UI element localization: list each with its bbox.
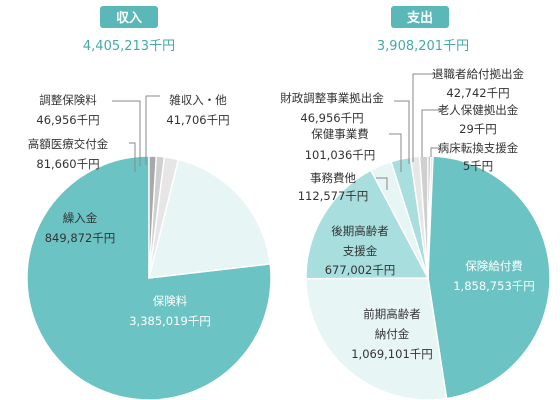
chart-1-slice-4-name: 保健事業費 bbox=[311, 127, 369, 141]
chart-0-leader-2 bbox=[129, 142, 136, 172]
chart-0-slice-3-name: 調整保険料 bbox=[39, 93, 97, 107]
chart-0-total: 4,405,213千円 bbox=[83, 39, 175, 54]
chart-1-slice-2-value: 677,002千円 bbox=[325, 263, 396, 277]
chart-1-slice-6-name: 退職者給付拠出金 bbox=[432, 67, 524, 81]
chart-1-slice-0-value: 1,858,753千円 bbox=[453, 279, 535, 293]
chart-1-slice-3-name: 事務費他 bbox=[310, 171, 356, 185]
chart-0-slice-0-name: 保険料 bbox=[153, 294, 188, 308]
chart-1-slice-2-name-line-0: 後期高齢者 bbox=[331, 224, 389, 238]
chart-1-leader-6 bbox=[412, 73, 441, 162]
chart-0-slice-4 bbox=[148, 155, 157, 279]
chart-1-slice-1-name-line-0: 前期高齢者 bbox=[363, 307, 421, 321]
chart-0-slice-1 bbox=[148, 158, 271, 279]
chart-1-leader-5 bbox=[394, 100, 410, 164]
chart-1-leader-7 bbox=[421, 109, 441, 157]
chart-1-leader-4 bbox=[389, 133, 402, 172]
chart-0-slice-2-name: 高額医療交付金 bbox=[28, 137, 109, 151]
chart-1-slice-1-name-line-1: 納付金 bbox=[375, 327, 410, 341]
chart-1-slice-7-value: 29千円 bbox=[459, 122, 497, 136]
chart-0-leader-4 bbox=[145, 95, 160, 165]
chart-0-title-badge bbox=[100, 6, 158, 28]
chart-1-slice-3-value: 112,577千円 bbox=[298, 189, 369, 203]
chart-0-slice-4-value: 41,706千円 bbox=[166, 113, 229, 127]
chart-1-slice-5-value: 46,956千円 bbox=[300, 111, 363, 125]
chart-1-slice-2-name-line-1: 支援金 bbox=[343, 244, 378, 258]
chart-0-leader-3 bbox=[112, 100, 141, 166]
chart-1-total: 3,908,201千円 bbox=[377, 39, 469, 54]
chart-1-slice-5-name: 財政調整事業拠出金 bbox=[280, 91, 384, 105]
chart-1-slice-0 bbox=[427, 155, 551, 400]
chart-0-slice-2-value: 81,660千円 bbox=[36, 157, 99, 171]
chart-0-slice-1-name: 繰入金 bbox=[63, 211, 98, 225]
chart-1-slice-0-name: 保険給付費 bbox=[465, 259, 523, 273]
chart-1-title-badge bbox=[391, 6, 449, 28]
chart-1-slice-8-name: 病床転換支援金 bbox=[438, 141, 519, 155]
chart-0-slice-4-name: 雑収入・他 bbox=[169, 93, 227, 107]
chart-1-title: 支出 bbox=[406, 10, 433, 26]
chart-1-slice-6-value: 42,742千円 bbox=[446, 86, 509, 100]
chart-0-title: 収入 bbox=[116, 11, 142, 26]
chart-1-leader-3 bbox=[376, 177, 388, 190]
chart-1-slice-7-name: 老人保健拠出金 bbox=[438, 103, 519, 117]
chart-0-slice-0-value: 3,385,019千円 bbox=[129, 314, 211, 328]
chart-1-slice-2 bbox=[305, 169, 430, 280]
chart-0-slice-3-value: 46,956千円 bbox=[36, 113, 99, 127]
chart-1-slice-8-value: 5千円 bbox=[463, 159, 493, 173]
chart-1-slice-1-value: 1,069,101千円 bbox=[351, 347, 433, 361]
chart-1-leader-8 bbox=[430, 147, 441, 157]
chart-1-slice-4-value: 101,036千円 bbox=[305, 148, 376, 162]
chart-0-slice-1-value: 849,872千円 bbox=[45, 231, 116, 245]
